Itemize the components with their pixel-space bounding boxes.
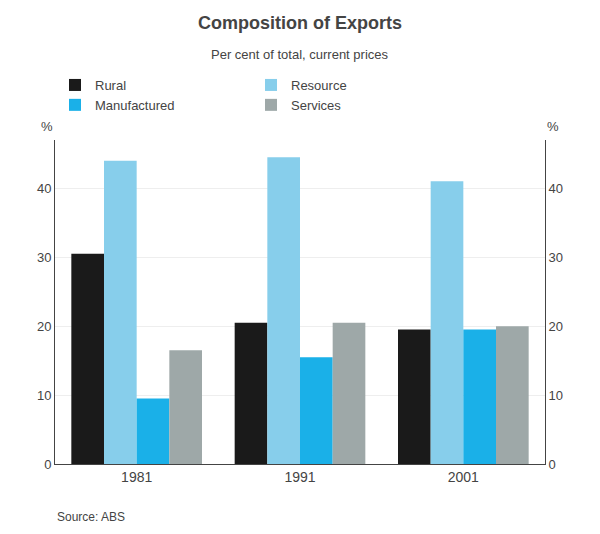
- svg-text:40: 40: [37, 181, 51, 196]
- svg-text:Rural: Rural: [95, 78, 126, 93]
- svg-text:10: 10: [549, 388, 563, 403]
- svg-text:30: 30: [549, 250, 563, 265]
- svg-text:Manufactured: Manufactured: [95, 98, 175, 113]
- svg-text:0: 0: [44, 457, 51, 472]
- svg-text:%: %: [547, 119, 559, 134]
- svg-text:Per cent of total, current pri: Per cent of total, current prices: [211, 47, 389, 62]
- svg-text:Source: ABS: Source: ABS: [57, 510, 125, 524]
- svg-text:0: 0: [549, 457, 556, 472]
- svg-text:%: %: [41, 119, 53, 134]
- svg-text:1981: 1981: [121, 469, 152, 485]
- svg-text:10: 10: [37, 388, 51, 403]
- svg-text:40: 40: [549, 181, 563, 196]
- svg-text:20: 20: [37, 319, 51, 334]
- svg-text:Composition of Exports: Composition of Exports: [198, 13, 402, 33]
- svg-text:1991: 1991: [284, 469, 315, 485]
- svg-text:Services: Services: [291, 98, 341, 113]
- svg-text:Resource: Resource: [291, 78, 347, 93]
- svg-text:30: 30: [37, 250, 51, 265]
- svg-text:20: 20: [549, 319, 563, 334]
- svg-text:2001: 2001: [448, 469, 479, 485]
